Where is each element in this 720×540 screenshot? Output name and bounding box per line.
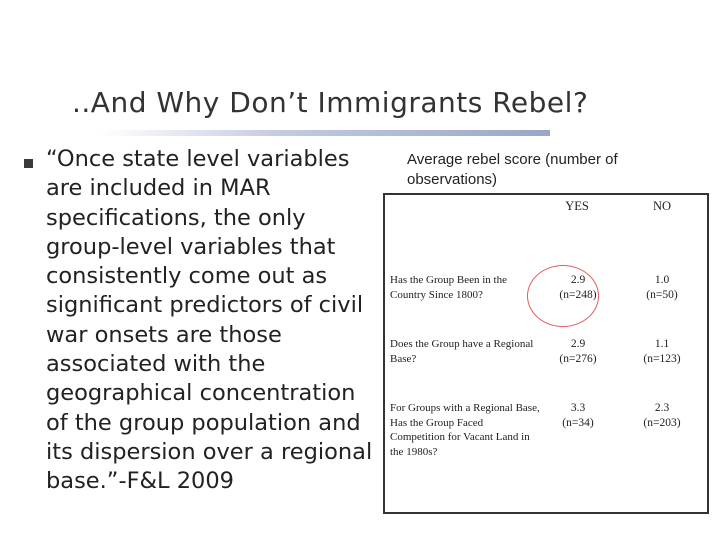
row-label-since-1800: Has the Group Been in the Country Since … — [390, 274, 507, 301]
cell-regional-base-no: 1.1 (n=123) — [627, 337, 697, 367]
cell-count: (n=203) — [643, 417, 681, 429]
cell-count: (n=34) — [562, 417, 594, 429]
cell-regional-base-yes: 2.9 (n=276) — [543, 337, 613, 367]
cell-value: 2.3 — [654, 402, 670, 414]
cell-count: (n=276) — [559, 353, 597, 365]
results-table — [383, 193, 709, 514]
bullet-marker — [24, 159, 33, 168]
cell-value: 1.0 — [654, 274, 670, 286]
row-label-regional-base: Does the Group have a Regional Base? — [390, 338, 534, 365]
cell-since-1800-no: 1.0 (n=50) — [627, 273, 697, 303]
column-header-yes: YES — [565, 199, 589, 213]
column-header-no: NO — [652, 199, 672, 213]
cell-count: (n=50) — [646, 289, 678, 301]
row-label-land-competition: For Groups with a Regional Base, Has the… — [390, 402, 540, 458]
cell-value: 1.1 — [654, 338, 670, 350]
title-underline — [100, 130, 550, 136]
table-caption: Average rebel score (number of observati… — [407, 151, 618, 188]
cell-land-competition-yes: 3.3 (n=34) — [543, 401, 613, 431]
cell-value: 3.3 — [570, 402, 586, 414]
slide-title: ..And Why Don’t Immigrants Rebel? — [72, 86, 589, 119]
cell-count: (n=123) — [643, 353, 681, 365]
highlight-circle — [527, 265, 599, 327]
cell-value: 2.9 — [570, 338, 586, 350]
bullet-quote-text: “Once state level variables are included… — [46, 146, 373, 495]
cell-land-competition-no: 2.3 (n=203) — [627, 401, 697, 431]
